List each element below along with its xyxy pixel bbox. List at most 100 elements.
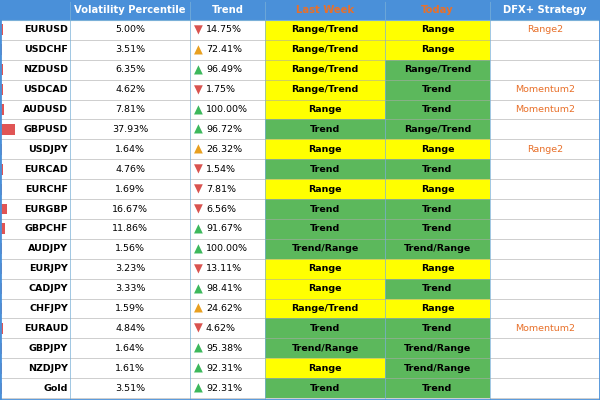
- Text: 3.51%: 3.51%: [115, 384, 145, 392]
- Text: Trend/Range: Trend/Range: [404, 344, 471, 353]
- Bar: [385, 338, 490, 358]
- Text: Trend/Range: Trend/Range: [404, 364, 471, 373]
- Text: 3.51%: 3.51%: [115, 45, 145, 54]
- Bar: [70, 80, 190, 100]
- Text: 4.62%: 4.62%: [206, 324, 236, 333]
- Text: 100.00%: 100.00%: [206, 244, 248, 253]
- Text: 95.38%: 95.38%: [206, 344, 242, 353]
- Bar: [0, 259, 70, 279]
- Text: ▲: ▲: [194, 123, 203, 136]
- Text: NZDUSD: NZDUSD: [23, 65, 68, 74]
- Bar: [385, 318, 490, 338]
- Bar: [190, 100, 265, 120]
- Bar: [70, 179, 190, 199]
- Bar: [1, 64, 4, 75]
- Bar: [1, 184, 2, 194]
- Text: Trend: Trend: [310, 125, 340, 134]
- Bar: [385, 139, 490, 159]
- Bar: [70, 120, 190, 139]
- Bar: [0, 318, 70, 338]
- Text: 98.41%: 98.41%: [206, 284, 242, 293]
- Text: 4.84%: 4.84%: [115, 324, 145, 333]
- Text: Volatility Percentile: Volatility Percentile: [74, 5, 186, 15]
- Bar: [490, 358, 600, 378]
- Text: Range/Trend: Range/Trend: [292, 45, 359, 54]
- Text: 13.11%: 13.11%: [206, 264, 242, 273]
- Bar: [190, 358, 265, 378]
- Bar: [0, 219, 70, 239]
- Text: 3.23%: 3.23%: [115, 264, 145, 273]
- Text: ▲: ▲: [194, 302, 203, 315]
- Text: ▼: ▼: [194, 163, 203, 176]
- Bar: [70, 20, 190, 40]
- Bar: [490, 298, 600, 318]
- Text: Momentum2: Momentum2: [515, 324, 575, 333]
- Text: Range/Trend: Range/Trend: [404, 125, 471, 134]
- Bar: [190, 40, 265, 60]
- Text: Range: Range: [308, 185, 342, 194]
- Text: Momentum2: Momentum2: [515, 85, 575, 94]
- Text: EURAUD: EURAUD: [24, 324, 68, 333]
- Bar: [70, 239, 190, 259]
- Bar: [190, 20, 265, 40]
- Text: ▼: ▼: [194, 322, 203, 335]
- Bar: [265, 40, 385, 60]
- Bar: [0, 80, 70, 100]
- Text: Range: Range: [308, 145, 342, 154]
- Bar: [385, 279, 490, 298]
- Bar: [190, 318, 265, 338]
- Bar: [265, 179, 385, 199]
- Bar: [0, 279, 70, 298]
- Text: ▲: ▲: [194, 222, 203, 235]
- Text: 6.56%: 6.56%: [206, 204, 236, 214]
- Bar: [490, 378, 600, 398]
- Bar: [265, 358, 385, 378]
- Text: Trend: Trend: [422, 85, 452, 94]
- Bar: [0, 239, 70, 259]
- Text: CADJPY: CADJPY: [29, 284, 68, 293]
- Text: 1.59%: 1.59%: [115, 304, 145, 313]
- Bar: [265, 338, 385, 358]
- Text: GBPCHF: GBPCHF: [25, 224, 68, 233]
- Text: ▲: ▲: [194, 382, 203, 394]
- Bar: [190, 259, 265, 279]
- Bar: [190, 80, 265, 100]
- Text: Range: Range: [308, 284, 342, 293]
- Bar: [265, 60, 385, 80]
- Text: Last Week: Last Week: [296, 5, 354, 15]
- Bar: [70, 100, 190, 120]
- Text: USDJPY: USDJPY: [28, 145, 68, 154]
- Text: ▲: ▲: [194, 143, 203, 156]
- Text: ▲: ▲: [194, 63, 203, 76]
- Bar: [265, 239, 385, 259]
- Bar: [70, 40, 190, 60]
- Text: 16.67%: 16.67%: [112, 204, 148, 214]
- Text: 6.35%: 6.35%: [115, 65, 145, 74]
- Bar: [0, 358, 70, 378]
- Text: GBPUSD: GBPUSD: [23, 125, 68, 134]
- Bar: [385, 259, 490, 279]
- Text: 1.64%: 1.64%: [115, 344, 145, 353]
- Text: USDCAD: USDCAD: [23, 85, 68, 94]
- Bar: [385, 219, 490, 239]
- Bar: [385, 120, 490, 139]
- Bar: [490, 259, 600, 279]
- Text: 96.49%: 96.49%: [206, 65, 242, 74]
- Text: 92.31%: 92.31%: [206, 384, 242, 392]
- Text: Range/Trend: Range/Trend: [404, 65, 471, 74]
- Text: Gold: Gold: [44, 384, 68, 392]
- Text: 5.00%: 5.00%: [115, 26, 145, 34]
- Bar: [0, 139, 70, 159]
- Bar: [0, 338, 70, 358]
- Bar: [70, 60, 190, 80]
- Text: Range: Range: [421, 304, 454, 313]
- Text: Trend: Trend: [422, 204, 452, 214]
- Text: Today: Today: [421, 5, 454, 15]
- Bar: [0, 120, 70, 139]
- Bar: [190, 378, 265, 398]
- Bar: [490, 179, 600, 199]
- Bar: [0, 0, 600, 20]
- Text: ▲: ▲: [194, 362, 203, 375]
- Text: ▲: ▲: [194, 342, 203, 355]
- Text: Trend: Trend: [212, 5, 244, 15]
